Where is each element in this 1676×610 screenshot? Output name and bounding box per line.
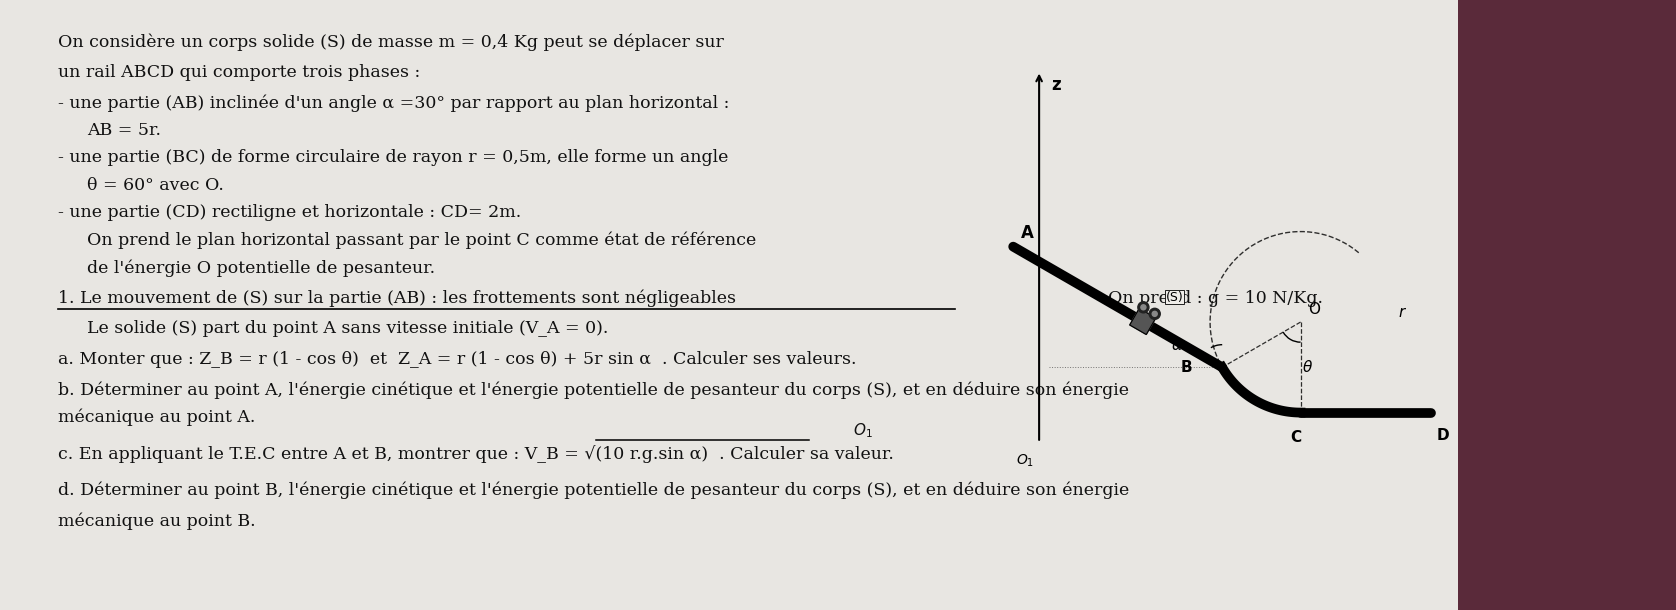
Text: b. Déterminer au point A, l'énergie cinétique et l'énergie potentielle de pesant: b. Déterminer au point A, l'énergie ciné… — [59, 381, 1130, 399]
Text: un rail ABCD qui comporte trois phases :: un rail ABCD qui comporte trois phases : — [59, 64, 421, 81]
Circle shape — [1138, 302, 1150, 313]
Circle shape — [1141, 305, 1146, 310]
Bar — [1458, 0, 1676, 610]
Text: de l'énergie O potentielle de pesanteur.: de l'énergie O potentielle de pesanteur. — [87, 259, 436, 277]
Text: On prend le plan horizontal passant par le point C comme état de référence: On prend le plan horizontal passant par … — [87, 232, 758, 249]
Text: On prend : g = 10 N/Kg.: On prend : g = 10 N/Kg. — [1108, 290, 1322, 307]
Text: - une partie (CD) rectiligne et horizontale : CD= 2m.: - une partie (CD) rectiligne et horizont… — [59, 204, 521, 221]
Text: r: r — [1398, 304, 1404, 320]
Text: - une partie (AB) inclinée d'un angle α =30° par rapport au plan horizontal :: - une partie (AB) inclinée d'un angle α … — [59, 95, 729, 112]
Text: α: α — [1172, 338, 1182, 353]
Text: 1. Le mouvement de (S) sur la partie (AB) : les frottements sont négligeables: 1. Le mouvement de (S) sur la partie (AB… — [59, 290, 736, 307]
Text: d. Déterminer au point B, l'énergie cinétique et l'énergie potentielle de pesant: d. Déterminer au point B, l'énergie ciné… — [59, 482, 1130, 500]
Text: O: O — [1309, 302, 1321, 317]
Text: On considère un corps solide (S) de masse m = 0,4 Kg peut se déplacer sur: On considère un corps solide (S) de mass… — [59, 34, 724, 51]
Circle shape — [1150, 308, 1160, 320]
Text: C: C — [1291, 430, 1301, 445]
Text: c. En appliquant le T.E.C entre A et B, montrer que : V_B = √(10 r.g.sin α)  . C: c. En appliquant le T.E.C entre A et B, … — [59, 445, 895, 463]
Text: (S): (S) — [1165, 291, 1183, 304]
Circle shape — [1151, 311, 1156, 317]
Polygon shape — [1130, 309, 1156, 334]
Text: θ = 60° avec O.: θ = 60° avec O. — [87, 177, 225, 194]
Text: mécanique au point B.: mécanique au point B. — [59, 512, 256, 530]
Text: - une partie (BC) de forme circulaire de rayon r = 0,5m, elle forme un angle: - une partie (BC) de forme circulaire de… — [59, 149, 729, 167]
Text: A: A — [1021, 224, 1034, 242]
Text: $O_1$: $O_1$ — [1016, 453, 1034, 469]
Text: θ: θ — [1304, 360, 1312, 375]
Text: z: z — [1053, 76, 1061, 94]
Text: B: B — [1180, 360, 1192, 375]
Text: $O_1$: $O_1$ — [853, 421, 873, 440]
Text: Le solide (S) part du point A sans vitesse initiale (V_A = 0).: Le solide (S) part du point A sans vites… — [87, 320, 608, 337]
Text: mécanique au point A.: mécanique au point A. — [59, 409, 256, 426]
Text: AB = 5r.: AB = 5r. — [87, 122, 161, 139]
Text: D: D — [1436, 428, 1450, 443]
Text: a. Monter que : Z_B = r (1 - cos θ)  et  Z_A = r (1 - cos θ) + 5r sin α  . Calcu: a. Monter que : Z_B = r (1 - cos θ) et Z… — [59, 351, 856, 368]
